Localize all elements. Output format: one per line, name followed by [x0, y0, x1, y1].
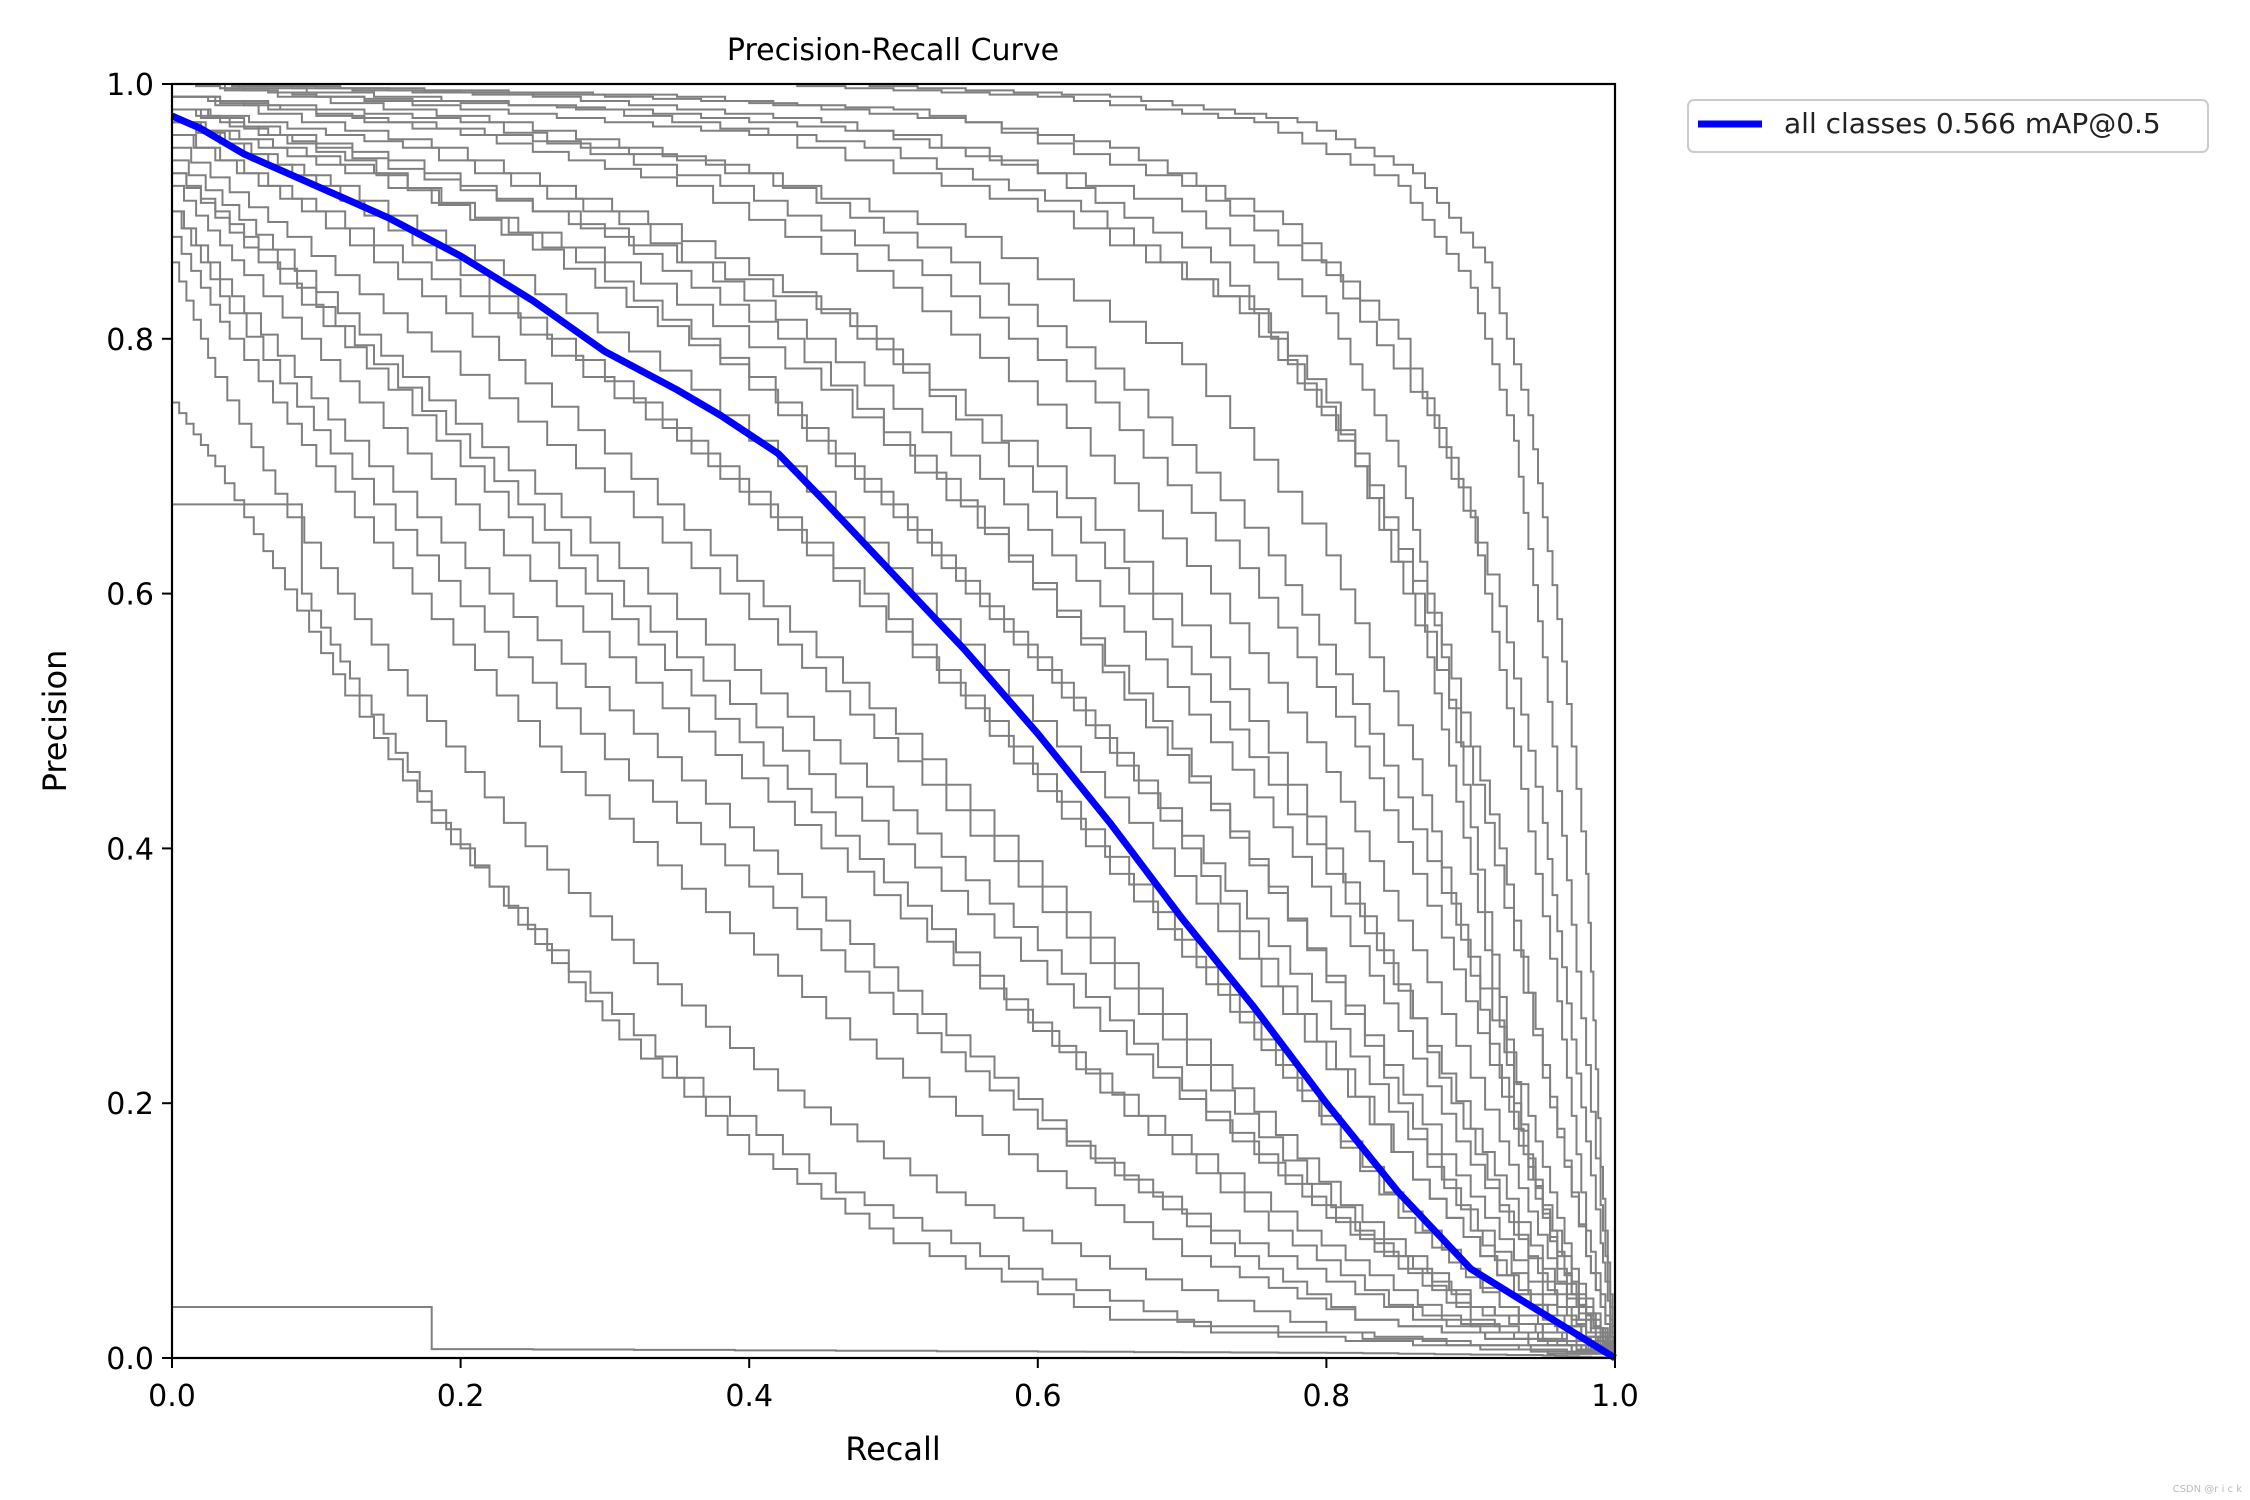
axes-frame [170, 82, 1617, 1360]
x-tick-label-3: 0.6 [1014, 1379, 1062, 1414]
class-curve-6 [172, 134, 1616, 1358]
x-axis-ticks: 0.0 0.2 0.4 0.6 0.8 1.0 [148, 1358, 1639, 1414]
y-tick-label-4: 0.8 [106, 323, 154, 358]
class-curve-32 [172, 1306, 1616, 1359]
class-curve-3 [172, 95, 1616, 1358]
class-curve-13 [172, 503, 1616, 1358]
class-curve-29 [172, 108, 1616, 1358]
all-classes-curve [170, 112, 1617, 1361]
class-curve-8 [172, 172, 1616, 1358]
class-curve-27 [172, 83, 1616, 1358]
x-tick-label-0: 0.0 [148, 1379, 196, 1414]
y-tick-label-3: 0.6 [106, 578, 154, 613]
y-axis-ticks: 0.0 0.2 0.4 0.6 0.8 1.0 [106, 68, 172, 1377]
y-axis-label: Precision [36, 650, 74, 793]
class-curve-33 [172, 95, 1616, 1358]
class-curve-25 [172, 184, 1616, 1358]
class-curve-11 [172, 261, 1616, 1358]
x-tick-label-2: 0.4 [725, 1379, 773, 1414]
class-curve-18 [172, 83, 1616, 1358]
class-curve-30 [172, 83, 1616, 1358]
class-curve-28 [172, 210, 1616, 1358]
class-curve-19 [172, 121, 1616, 1358]
class-curve-34 [172, 172, 1616, 1358]
y-tick-label-5: 1.0 [106, 68, 154, 103]
legend-label-all-classes: all classes 0.566 mAP@0.5 [1784, 107, 2161, 140]
class-curve-10 [172, 235, 1616, 1358]
x-tick-label-4: 0.8 [1303, 1379, 1351, 1414]
y-tick-label-1: 0.2 [106, 1087, 154, 1122]
legend: all classes 0.566 mAP@0.5 [1687, 99, 2209, 153]
class-curve-12 [172, 401, 1616, 1358]
y-tick-label-2: 0.4 [106, 832, 154, 867]
class-curve-15 [172, 108, 1616, 1358]
class-curve-23 [172, 83, 1616, 1358]
class-curve-20 [172, 108, 1616, 1358]
all-classes-curve-group [170, 112, 1617, 1361]
x-tick-label-1: 0.2 [437, 1379, 485, 1414]
class-curves [172, 83, 1616, 1359]
y-tick-label-0: 0.0 [106, 1342, 154, 1377]
x-tick-label-5: 1.0 [1591, 1379, 1639, 1414]
watermark-text: CSDN @r i c k [2173, 1484, 2243, 1495]
class-curve-9 [172, 210, 1616, 1358]
legend-box [1687, 99, 2209, 153]
chart-title: Precision-Recall Curve [727, 33, 1059, 68]
class-curve-24 [172, 83, 1616, 1358]
x-axis-label: Recall [845, 1430, 940, 1468]
class-curve-16 [172, 83, 1616, 1358]
class-curve-4 [172, 108, 1616, 1358]
class-curve-14 [172, 95, 1616, 1358]
class-curve-21 [172, 159, 1616, 1358]
